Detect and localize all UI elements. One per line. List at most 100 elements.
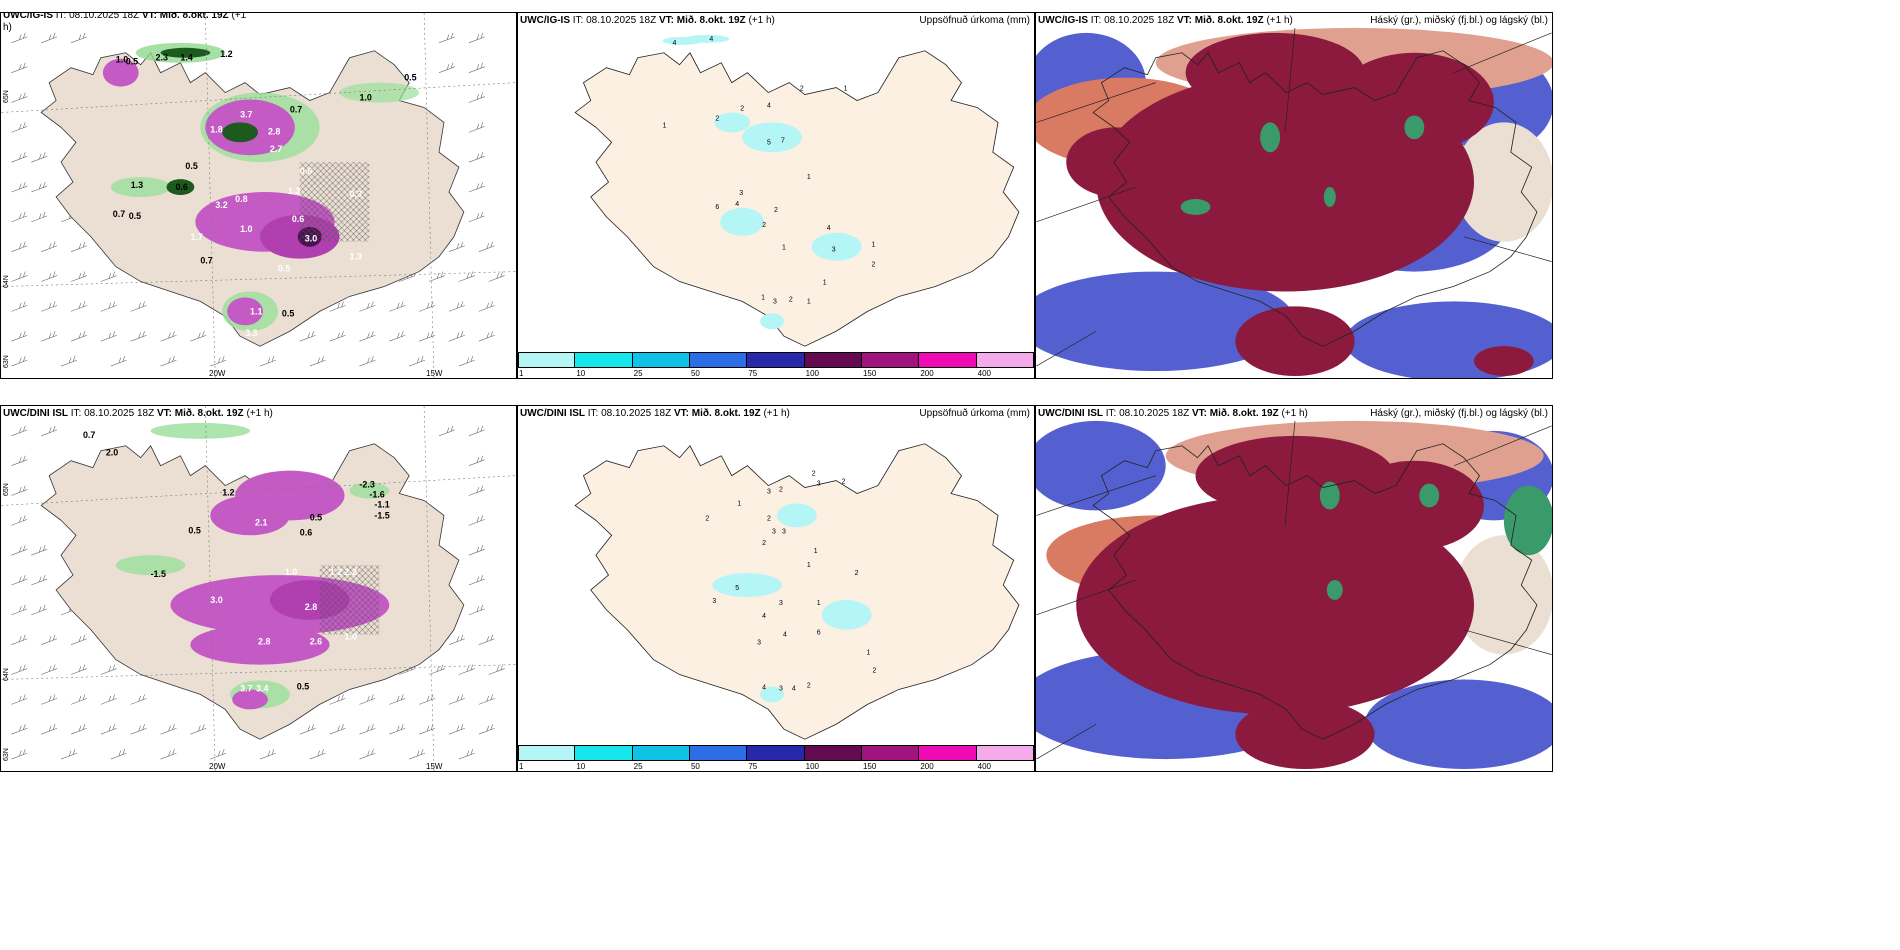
lead-time: (+1 h) [748, 15, 775, 26]
colorbar-tick-label: 100 [805, 369, 820, 378]
value-label: 3 [779, 685, 783, 692]
colorbar-swatch [862, 352, 920, 368]
value-label: 0.5 [126, 57, 138, 67]
value-label: 6 [715, 204, 719, 211]
model-name: UWC/IG-IS [3, 12, 53, 21]
value-label: 2.8 [305, 602, 317, 612]
value-label: 2.1 [255, 517, 267, 527]
value-label: -1.1 [374, 499, 389, 509]
value-label: 2 [871, 262, 875, 269]
vt-label: VT: [658, 15, 674, 26]
lat-label-64n: 64N [3, 668, 10, 681]
value-label: 2 [762, 222, 766, 229]
model-name: UWC/DINI ISL [520, 408, 585, 419]
lead-time-cont: h) [3, 22, 12, 33]
value-label: 2 [842, 479, 846, 486]
colorbar-tick-label: 10 [576, 762, 586, 771]
value-label: 3 [782, 528, 786, 535]
value-label: 4 [673, 40, 677, 47]
panel-ig-is-wind-precip: UWC/IG-IS IT: 08.10.2025 18Z VT: Mið. 8.… [0, 12, 517, 379]
mid-cloud-maroon [1066, 32, 1534, 377]
lead-time: (+1 h) [246, 408, 273, 419]
colorbar-swatch [919, 745, 977, 761]
value-label: 2.3 [156, 53, 168, 63]
value-label: 1 [807, 298, 811, 305]
value-label: 1.7 [190, 232, 202, 242]
it-label: IT: [1105, 408, 1117, 419]
value-label: 3.7 [240, 683, 252, 693]
convective-green [1319, 481, 1552, 600]
value-label: 0.7 [290, 104, 302, 114]
accum-precip-map: 4 4 2 1 4 2 2 1 5 7 6 3 4 2 2 4 1 1 3 1 … [574, 34, 1020, 347]
colorbar-tick-label: 1 [519, 762, 524, 771]
value-label: 2 [807, 682, 811, 689]
accum-precip-map: 2 2 3 3 2 1 2 2 3 3 2 1 1 2 5 3 4 3 4 6 … [574, 443, 1020, 740]
value-label: 1.3 [131, 180, 143, 190]
colorbar-tick-label: 400 [977, 762, 992, 771]
value-label: 2 [800, 86, 804, 93]
value-label: 1.4 [180, 53, 192, 63]
it-value: 08.10.2025 18Z [69, 12, 140, 21]
panel-header: UWC/IG-IS IT: 08.10.2025 18Z VT: Mið. 8.… [520, 15, 1030, 27]
colorbar-swatch [575, 352, 633, 368]
colorbar-tick-label: 200 [920, 762, 934, 771]
value-label: 2.0 [106, 448, 118, 458]
region-boundaries [1036, 27, 1552, 367]
field-title: Uppsöfnuð úrkoma (mm) [919, 15, 1030, 26]
panel-header: UWC/DINI ISL IT: 08.10.2025 18Z VT: Mið.… [3, 408, 512, 420]
value-label: 2 [767, 515, 771, 522]
colorbar-tick-label: 200 [920, 369, 934, 378]
colorbar-swatch [804, 745, 862, 761]
value-label: 3 [772, 528, 776, 535]
panel-header: UWC/DINI ISL IT: 08.10.2025 18Z VT: Mið.… [520, 408, 1030, 420]
model-name: UWC/IG-IS [520, 15, 570, 26]
cloud-cover-map [1036, 27, 1552, 378]
panel-header: UWC/DINI ISL IT: 08.10.2025 18Z VT: Mið.… [1038, 408, 1548, 420]
value-label: 0.5 [282, 308, 294, 318]
vt-label: VT: [1191, 408, 1207, 419]
precip-colorbar: 1 10 25 50 75 100 150 200 400 [518, 745, 1034, 771]
value-label: -1.5 [374, 510, 389, 520]
value-label: -1.5 [151, 569, 166, 579]
value-label: 0.7 [113, 209, 125, 219]
value-label: 3.0 [305, 234, 317, 244]
convective-green [1180, 115, 1425, 215]
wind-precip-map: 1.0 0.5 2.3 1.4 1.2 3.7 0.7 1.0 0.5 0.6 … [1, 13, 516, 378]
value-label: 0.5 [188, 525, 200, 535]
value-label: 2 [812, 471, 816, 478]
value-label: 0.3 [350, 189, 362, 199]
precip-areas [712, 503, 872, 703]
precip-areas [662, 34, 862, 330]
value-label: 1 [867, 650, 871, 657]
lead-time: (+1 h) [1281, 408, 1308, 419]
value-label: 0.6 [175, 182, 187, 192]
panel-dini-wind-precip: UWC/DINI ISL IT: 08.10.2025 18Z VT: Mið.… [0, 405, 517, 772]
value-label: 1.1 [250, 306, 262, 316]
value-label: 3 [757, 640, 761, 647]
colorbar-swatch [804, 352, 862, 368]
value-label: 1.0 [359, 93, 371, 103]
vt-value: Mið. 8.okt. 19Z [1194, 15, 1264, 26]
precip-value-labels: 0.7 2.0 -2.3 -1.6 -1.1 -1.5 -1.5 1.2 0.5… [83, 430, 390, 694]
colorbar-swatch [690, 352, 748, 368]
value-label: 1 [663, 122, 667, 129]
lon-label-15w: 15W [426, 369, 443, 378]
vt-value: Mið. 8.okt. 19Z [174, 408, 244, 419]
value-label: 3.0 [210, 595, 222, 605]
value-label: 2 [715, 115, 719, 122]
value-label: -1.6 [369, 489, 384, 499]
colorbar-swatch [518, 352, 576, 368]
value-label: 5 [767, 139, 771, 146]
value-label: 1.0 [240, 224, 252, 234]
vt-value: Mið. 8.okt. 19Z [1209, 408, 1279, 419]
value-label: 2.6 [310, 637, 322, 647]
mid-cloud-maroon [1076, 435, 1484, 770]
field-title: Háský (gr.), miðský (fj.bl.) og lágský (… [1370, 15, 1548, 26]
precip-fields [115, 422, 390, 710]
colorbar-tick-label: 25 [633, 762, 643, 771]
value-label: 3 [832, 247, 836, 254]
cloud-cover-map [1036, 420, 1552, 771]
value-label: 3 [767, 489, 771, 496]
colorbar-tick-label: 75 [748, 369, 758, 378]
value-label: 0.6 [300, 527, 312, 537]
